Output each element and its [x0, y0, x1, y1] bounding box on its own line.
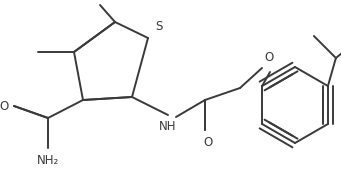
Text: O: O	[203, 136, 213, 149]
Text: NH₂: NH₂	[37, 154, 59, 167]
Text: S: S	[155, 20, 162, 33]
Text: O: O	[264, 51, 273, 64]
Text: O: O	[0, 100, 9, 113]
Text: NH: NH	[159, 120, 177, 133]
